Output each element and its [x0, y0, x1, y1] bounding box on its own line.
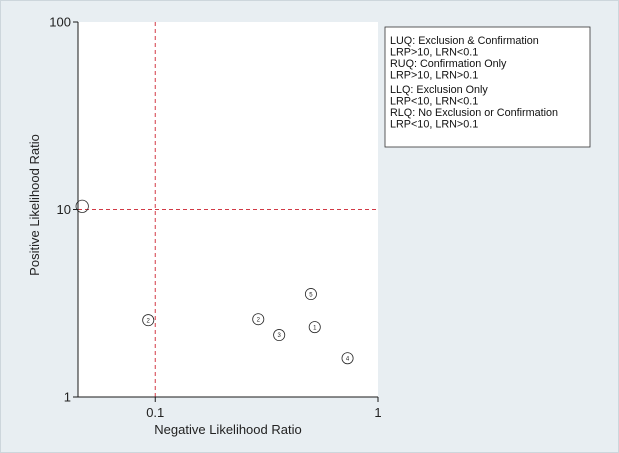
data-point: 3 — [273, 329, 286, 342]
data-point-label: 1 — [313, 325, 317, 331]
legend-line-rlq-criteria: LRP<10, LRN>0.1 — [390, 119, 478, 131]
data-point: 5 — [304, 288, 317, 301]
legend-box — [384, 26, 591, 148]
data-point-label: 2 — [147, 318, 151, 324]
legend-line-ruq-criteria: LRP>10, LRN>0.1 — [390, 70, 478, 82]
data-point-label: 3 — [277, 333, 281, 339]
quadrant-legend: LUQ: Exclusion & Confirmation LRP>10, LR… — [384, 26, 591, 148]
y-tick-label: 1 — [64, 390, 71, 405]
x-tick-label: 1 — [374, 405, 381, 420]
data-point-marker — [304, 288, 317, 301]
x-tick-label: 0.1 — [146, 405, 164, 420]
legend-line-llq: LLQ: Exclusion Only — [390, 84, 488, 96]
data-points: 2 2 3 5 1 4 — [75, 199, 354, 365]
data-point: 1 — [308, 321, 321, 334]
y-tick-label: 10 — [57, 202, 71, 217]
data-point — [75, 199, 89, 213]
y-axis-title: Positive Likelihood Ratio — [27, 134, 42, 276]
legend-line-rlq: RLQ: No Exclusion or Confirmation — [390, 107, 558, 119]
data-point-marker — [75, 199, 89, 213]
legend-line-luq: LUQ: Exclusion & Confirmation — [390, 35, 539, 47]
data-point-marker — [252, 313, 265, 326]
legend-line-llq-criteria: LRP<10, LRN<0.1 — [390, 96, 478, 108]
reference-lines — [78, 22, 378, 397]
x-axis-title: Negative Likelihood Ratio — [154, 422, 301, 437]
legend-line-ruq: RUQ: Confirmation Only — [390, 58, 507, 70]
data-point-marker — [273, 329, 286, 342]
data-point-marker — [308, 321, 321, 334]
data-point: 2 — [142, 314, 155, 327]
y-tick-label: 100 — [49, 15, 71, 30]
x-axis-ticks: 0.1 1 — [146, 397, 382, 420]
data-point-label: 2 — [257, 317, 261, 323]
y-axis-ticks: 1 10 100 — [49, 15, 78, 405]
data-point-label: 4 — [346, 356, 350, 362]
data-point: 4 — [341, 352, 354, 365]
data-point: 2 — [252, 313, 265, 326]
legend-line-luq-criteria: LRP>10, LRN<0.1 — [390, 47, 478, 59]
data-point-marker — [142, 314, 155, 327]
data-point-marker — [341, 352, 354, 365]
data-point-label: 5 — [309, 292, 313, 298]
